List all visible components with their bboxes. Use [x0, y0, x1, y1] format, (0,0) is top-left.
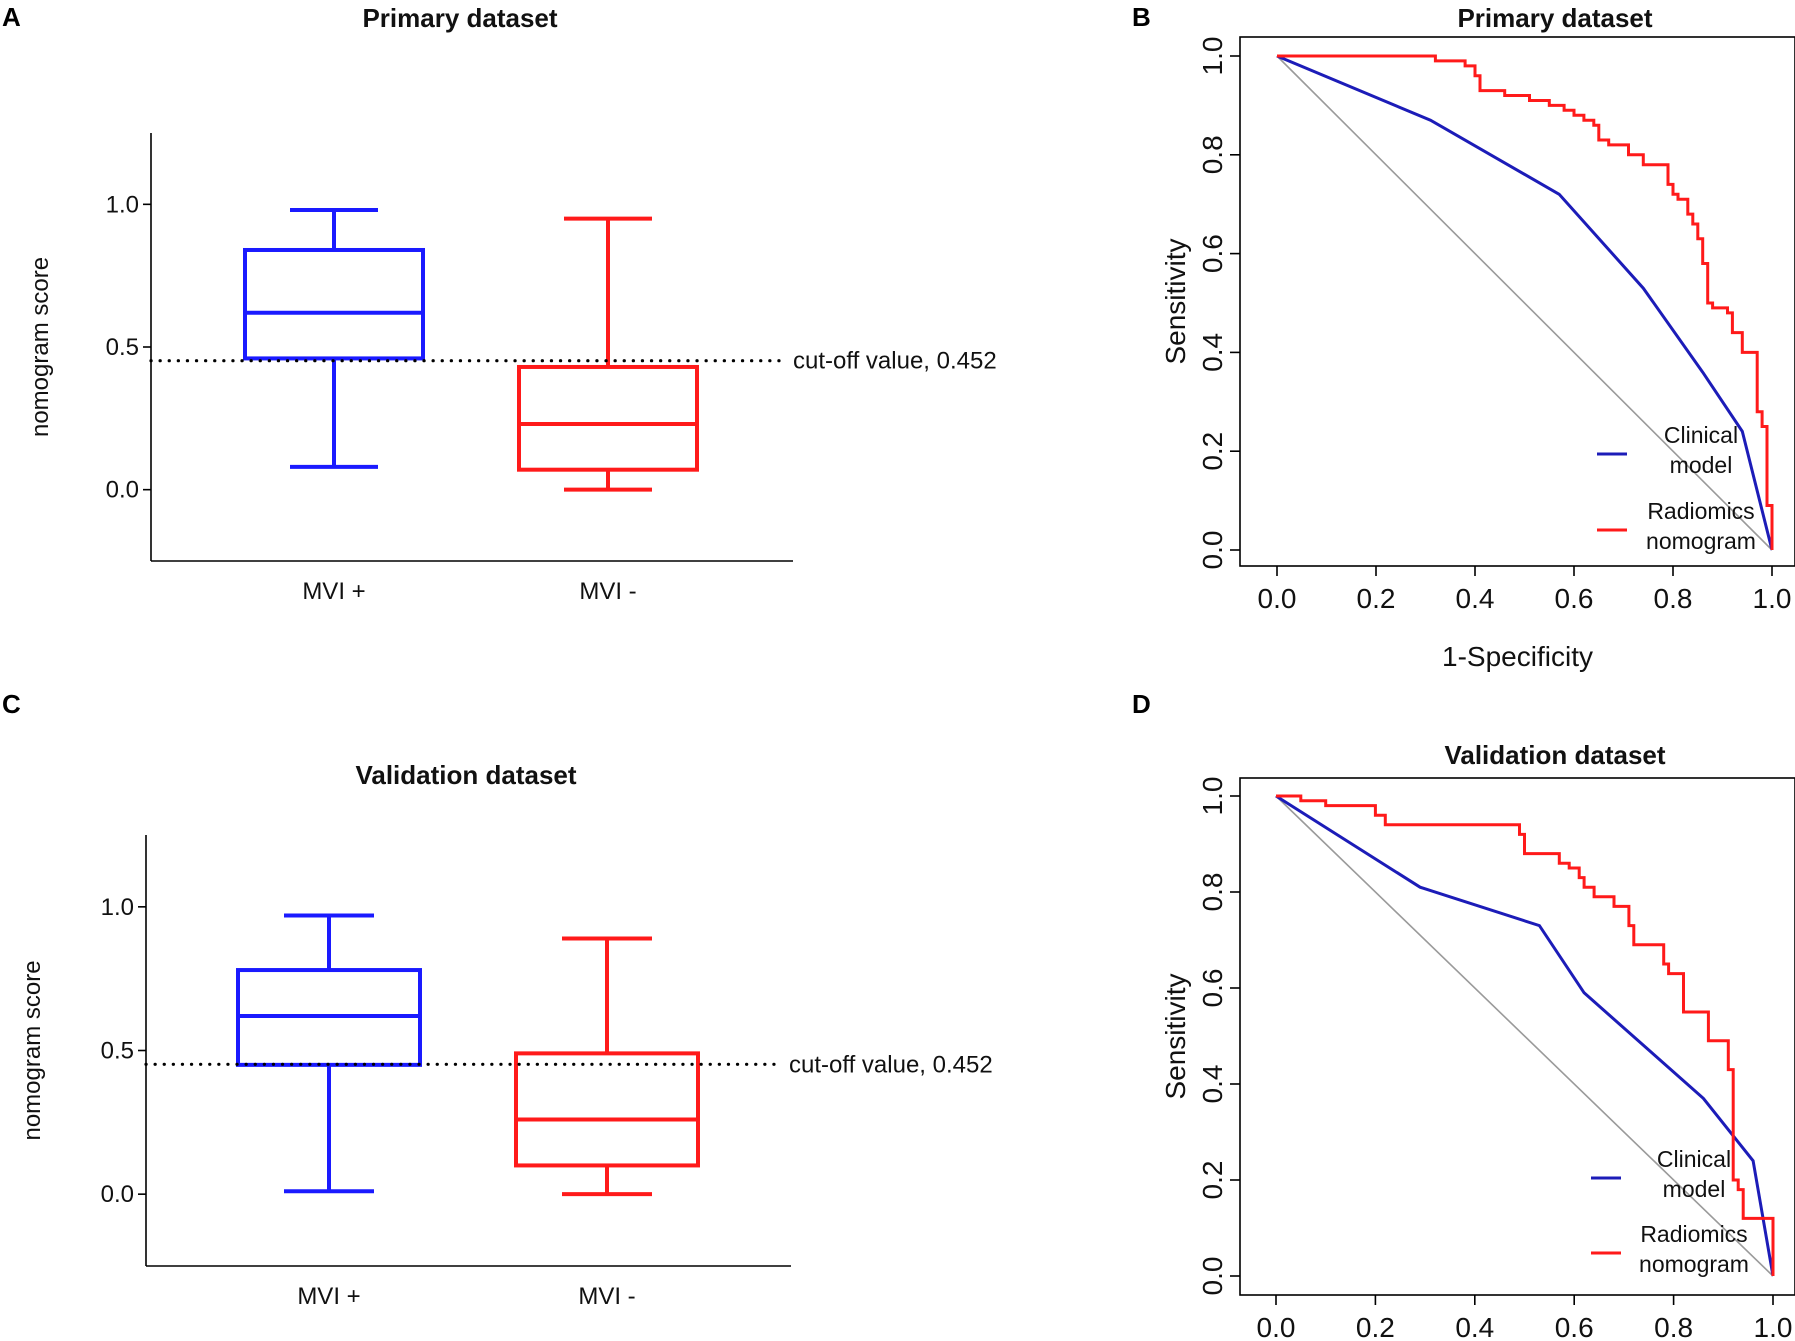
x-category-label: MVI +: [297, 1283, 360, 1310]
diagonal-reference-line: [1276, 55, 1773, 551]
x-tick-label: 0.4: [1455, 1312, 1494, 1341]
roc-curve-radiomics: [1277, 54, 1774, 550]
y-tick-label: 0.8: [1197, 873, 1228, 912]
x-tick-label: 0.0: [1257, 1312, 1296, 1341]
x-tick-label: 0.0: [1258, 583, 1297, 614]
x-tick-label: 0.6: [1555, 583, 1594, 614]
x-axis-label: 1-Specificity: [1442, 641, 1593, 672]
cutoff-label: cut-off value, 0.452: [789, 1051, 993, 1078]
y-tick-label: 0.8: [1197, 135, 1228, 174]
x-tick-label: 0.8: [1654, 1312, 1693, 1341]
roc-curve-clinical: [1276, 54, 1774, 551]
panel-letter-b: B: [1132, 2, 1151, 32]
legend-label-radiomics: Radiomics nomogram: [1646, 498, 1756, 554]
legend-label-clinical: Clinical model: [1664, 422, 1738, 478]
legend-label-line: model: [1670, 452, 1733, 478]
x-category-label: MVI +: [302, 578, 365, 605]
panel-letter-a: A: [2, 2, 21, 32]
panel-d-roc: Validation dataset 1.0 0.8 0.6 0.4 0.2 0.0 0.0 0…: [1160, 740, 1795, 1341]
legend-label-line: nomogram: [1639, 1251, 1749, 1277]
y-tick-label: 1.0: [101, 894, 134, 921]
x-category-label: MVI -: [579, 578, 636, 605]
y-tick-label: 1.0: [1197, 777, 1228, 816]
x-tick-label: 0.8: [1654, 583, 1693, 614]
diagonal-reference-line: [1275, 795, 1774, 1277]
x-category-label: MVI -: [578, 1283, 635, 1310]
x-tick-label: 1.0: [1753, 583, 1792, 614]
box-iqr: [517, 364, 699, 472]
chart-title: Validation dataset: [355, 760, 576, 790]
y-axis-label: Sensitivity: [1160, 238, 1191, 364]
x-tick-label: 0.4: [1456, 583, 1495, 614]
y-tick-label: 0.5: [106, 334, 139, 361]
box-iqr: [243, 247, 425, 361]
chart-title: Primary dataset: [362, 3, 557, 33]
box-iqr: [514, 1051, 700, 1168]
panel-letter-c: C: [2, 689, 21, 719]
panel-letter-d: D: [1132, 689, 1151, 719]
y-tick-label: 0.0: [1197, 531, 1228, 570]
y-tick-label: 0.4: [1197, 1065, 1228, 1104]
cutoff-label: cut-off value, 0.452: [793, 348, 997, 375]
y-tick-label: 0.0: [101, 1181, 134, 1208]
plot-frame: [1239, 777, 1795, 1296]
y-axis-label: nomogram score: [19, 960, 46, 1140]
legend-label-clinical: Clinical model: [1657, 1146, 1731, 1202]
x-tick-label: 0.2: [1357, 583, 1396, 614]
legend-label-line: model: [1663, 1176, 1726, 1202]
legend-label-line: Radiomics: [1640, 1221, 1747, 1247]
x-tick-label: 1.0: [1754, 1312, 1793, 1341]
legend-label-radiomics: Radiomics nomogram: [1639, 1221, 1749, 1277]
y-tick-label: 0.6: [1197, 969, 1228, 1008]
legend-label-line: Radiomics: [1647, 498, 1754, 524]
legend-label-line: nomogram: [1646, 528, 1756, 554]
y-tick-label: 0.2: [1197, 432, 1228, 471]
y-tick-label: 0.4: [1197, 333, 1228, 372]
panel-b-roc: Primary dataset 1.0 0.8 0.6 0.4 0.2 0.0 0.0 0.2 0…: [1160, 3, 1795, 672]
y-tick-label: 0.0: [106, 477, 139, 504]
y-tick-label: 0.0: [1197, 1257, 1228, 1296]
y-axis-label: Sensitivity: [1160, 973, 1191, 1099]
chart-title: Primary dataset: [1457, 3, 1652, 33]
plot-frame: [1239, 36, 1795, 567]
x-tick-label: 0.2: [1356, 1312, 1395, 1341]
y-tick-label: 0.2: [1197, 1161, 1228, 1200]
roc-curve-clinical: [1275, 794, 1775, 1277]
x-tick-label: 0.6: [1555, 1312, 1594, 1341]
roc-curve-radiomics: [1276, 794, 1775, 1276]
chart-title: Validation dataset: [1444, 740, 1665, 770]
y-tick-label: 1.0: [1197, 37, 1228, 76]
y-tick-label: 1.0: [106, 191, 139, 218]
legend-label-line: Clinical: [1657, 1146, 1731, 1172]
panel-c-boxplot: Validation dataset 0.0 0.5 1.0 nomogram scor…: [19, 760, 993, 1310]
y-tick-label: 0.6: [1197, 234, 1228, 273]
y-axis-label: nomogram score: [27, 257, 54, 437]
y-tick-label: 0.5: [101, 1038, 134, 1065]
panel-a-boxplot: Primary dataset 0.0 0.5 1.0 nomogram score MV…: [27, 3, 997, 605]
legend-label-line: Clinical: [1664, 422, 1738, 448]
